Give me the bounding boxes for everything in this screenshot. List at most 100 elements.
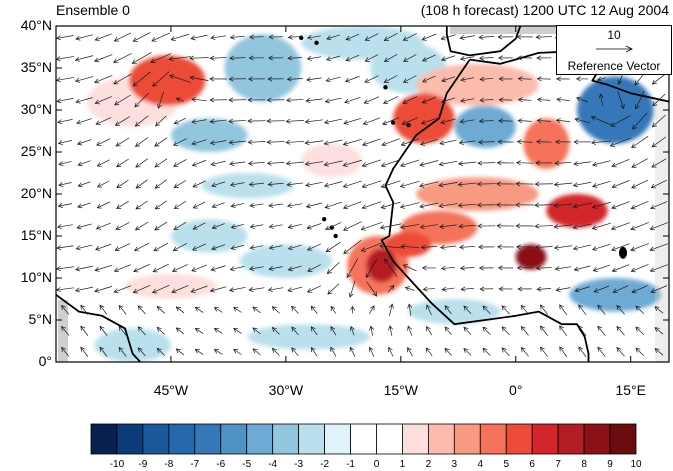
wind-arrow (150, 53, 172, 64)
wind-arrow (324, 97, 342, 104)
wind-arrow (501, 326, 510, 336)
wind-arrow (403, 54, 417, 62)
wind-arrow (368, 305, 375, 315)
wind-arrow (516, 34, 533, 40)
wind-arrow (137, 347, 146, 357)
wind-arrow (459, 35, 475, 41)
wind-arrow (572, 244, 592, 251)
wind-arrow (362, 138, 381, 147)
wind-arrow (113, 264, 131, 273)
wind-arrow (572, 223, 592, 230)
wind-arrow (611, 201, 630, 210)
wind-arrow (553, 224, 573, 230)
wind-arrow (230, 223, 244, 230)
wind-arrow (286, 97, 304, 103)
wind-arrow (380, 201, 401, 210)
wind-arrow (168, 56, 192, 62)
wind-arrow (266, 97, 285, 103)
wind-arrow (154, 200, 167, 210)
anomaly-field (86, 26, 662, 362)
wind-arrow (213, 328, 223, 334)
reference-vector-arrow (596, 45, 633, 53)
wind-arrow (96, 159, 110, 167)
wind-arrow (572, 181, 592, 188)
wind-arrow (94, 33, 112, 42)
wind-arrow (229, 286, 246, 293)
wind-arrow (498, 118, 513, 124)
wind-arrow (175, 97, 184, 103)
wind-arrow (611, 159, 630, 168)
wind-arrow (402, 264, 417, 272)
wind-arrow (342, 201, 362, 210)
lat-label: 0° (38, 353, 52, 369)
wind-arrow (291, 305, 299, 314)
wind-arrow (407, 303, 413, 316)
lon-label: 30°W (268, 382, 304, 398)
wind-arrow (478, 265, 494, 271)
wind-arrow (271, 347, 280, 356)
wind-arrow (94, 75, 113, 84)
anomaly-blob (247, 324, 371, 350)
wind-arrow (477, 223, 496, 229)
wind-arrow (479, 286, 494, 292)
wind-arrow (559, 346, 568, 358)
wind-arrow (419, 202, 439, 209)
wind-arrow (515, 223, 534, 229)
colorbar-label: 10 (630, 459, 642, 470)
wind-arrow (590, 115, 612, 126)
wind-arrow (459, 244, 476, 250)
colorbar-swatch (272, 423, 300, 455)
wind-arrow (555, 287, 571, 292)
wind-arrow (209, 286, 227, 293)
wind-arrow (213, 307, 223, 313)
colorbar-swatch (427, 423, 455, 455)
wind-arrow (228, 97, 247, 103)
wind-arrow (116, 158, 129, 168)
reference-vector-magnitude: 10 (607, 28, 621, 42)
wind-arrow (617, 91, 625, 110)
wind-arrow (191, 139, 207, 146)
lon-label: 45°W (153, 382, 189, 398)
wind-arrow (209, 97, 227, 103)
wind-arrow (364, 33, 379, 41)
wind-arrow (154, 179, 167, 189)
colorbar-swatch (298, 423, 325, 455)
wind-arrow (364, 75, 379, 83)
wind-arrow (247, 139, 266, 145)
wind-arrow (651, 73, 666, 85)
wind-arrow (609, 137, 632, 147)
colorbar-label: -2 (320, 459, 330, 470)
wind-arrow (266, 118, 285, 124)
wind-arrow (58, 182, 72, 187)
wind-arrow (135, 179, 148, 189)
colorbar-swatch (90, 423, 118, 455)
lat-label: 15°N (20, 227, 52, 243)
wind-arrow (369, 325, 374, 336)
wind-arrow (154, 158, 168, 168)
colorbar (90, 423, 637, 455)
wind-arrow (330, 346, 337, 357)
wind-arrow (421, 96, 437, 104)
lake-chad (619, 246, 628, 259)
wind-arrow (173, 221, 187, 230)
island (333, 233, 338, 239)
wind-arrow (323, 139, 343, 146)
wind-arrow (419, 139, 438, 146)
wind-arrow (211, 244, 226, 251)
wind-arrow (287, 286, 303, 293)
wind-arrow (247, 97, 266, 103)
wind-arrow (631, 158, 648, 168)
anomaly-blob (416, 177, 539, 211)
wind-arrow (592, 181, 611, 188)
wind-arrow (536, 286, 552, 292)
island (321, 217, 327, 222)
wind-arrow (192, 201, 206, 209)
wind-arrow (516, 139, 533, 145)
wind-arrow (154, 137, 168, 147)
wind-arrow (95, 243, 112, 251)
wind-arrow (133, 242, 150, 252)
wind-arrow (305, 98, 323, 103)
land-patch (655, 100, 669, 362)
wind-arrow (342, 138, 362, 146)
anomaly-blob (408, 299, 501, 325)
